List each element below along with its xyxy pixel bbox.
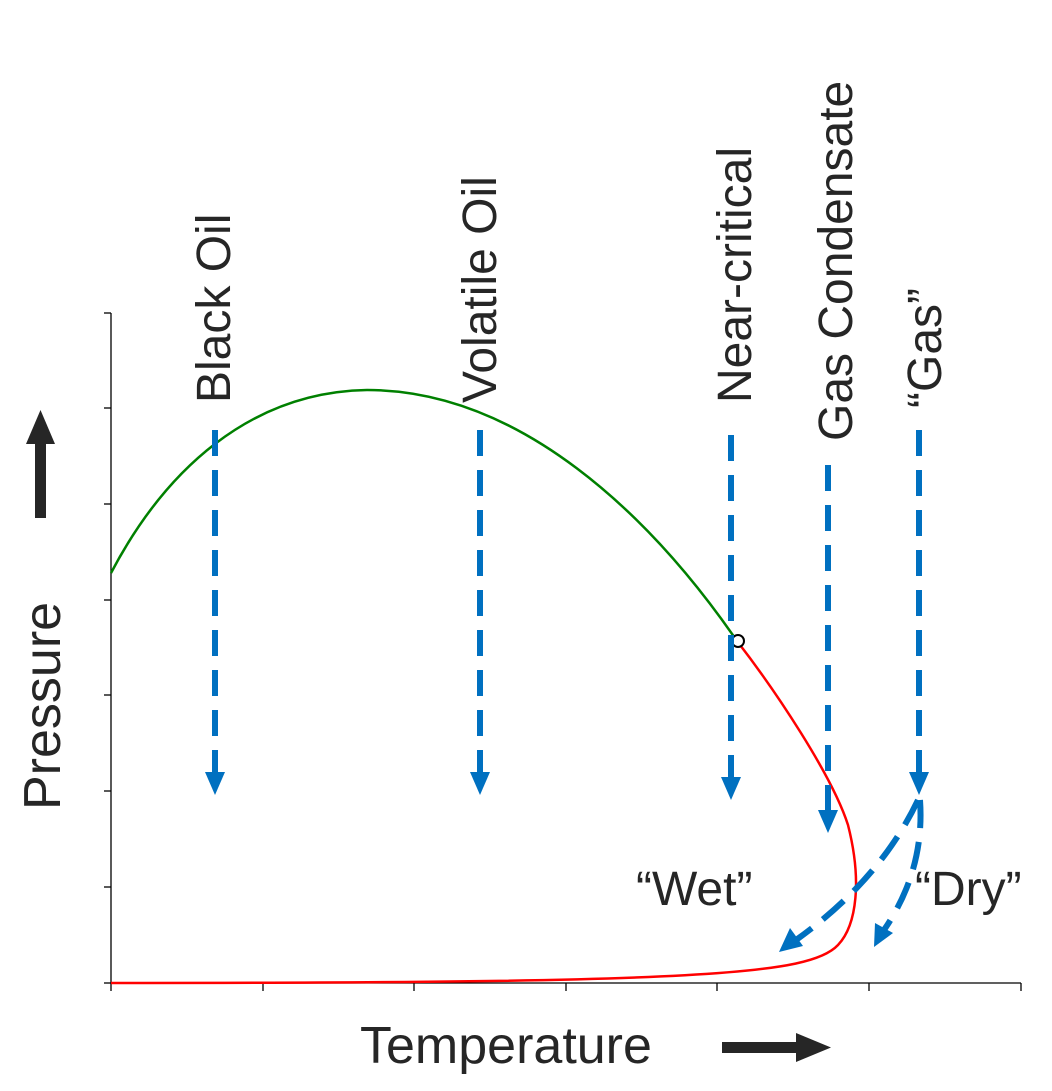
x-axis-label: Temperature: [360, 1017, 652, 1075]
black-oil-depletion-arrow: [205, 430, 225, 795]
label-near-critical: Near-critical: [709, 147, 762, 403]
depletion-arrows: [205, 430, 929, 952]
bubble-point-curve: [109, 388, 739, 642]
arrow-head-icon: [779, 928, 803, 952]
wet-gas-branch-arrow: [779, 798, 921, 952]
arrow-head-icon: [818, 810, 838, 833]
label-wet: “Wet”: [636, 863, 752, 916]
temperature-direction-arrow-icon: [722, 1033, 831, 1062]
gas-condensate-depletion-arrow: [818, 465, 838, 833]
arrow-head-icon: [721, 777, 741, 800]
dry-gas-branch-arrow: [874, 799, 924, 947]
x-axis-ticks: [110, 983, 1022, 991]
label-dry: “Dry”: [915, 863, 1022, 916]
label-gas: “Gas”: [899, 288, 952, 408]
y-axis-label: Pressure: [14, 602, 72, 810]
arrow-head-icon: [470, 772, 490, 795]
dew-point-curve: [110, 640, 858, 985]
arrow-head-icon: [909, 772, 929, 795]
gas-depletion-arrow: [909, 430, 929, 795]
label-black-oil: Black Oil: [188, 214, 241, 403]
fluid-type-labels: Black Oil Volatile Oil Near-critical Gas…: [188, 81, 952, 441]
volatile-oil-depletion-arrow: [470, 430, 490, 795]
near-critical-depletion-arrow: [721, 435, 741, 800]
axes: [104, 312, 1022, 991]
arrow-head-icon: [874, 923, 893, 947]
pressure-direction-arrow-icon: [26, 410, 55, 518]
label-volatile-oil: Volatile Oil: [454, 176, 507, 403]
y-axis-ticks: [104, 312, 111, 984]
arrow-head-icon: [205, 772, 225, 795]
label-gas-condensate: Gas Condensate: [810, 81, 863, 441]
